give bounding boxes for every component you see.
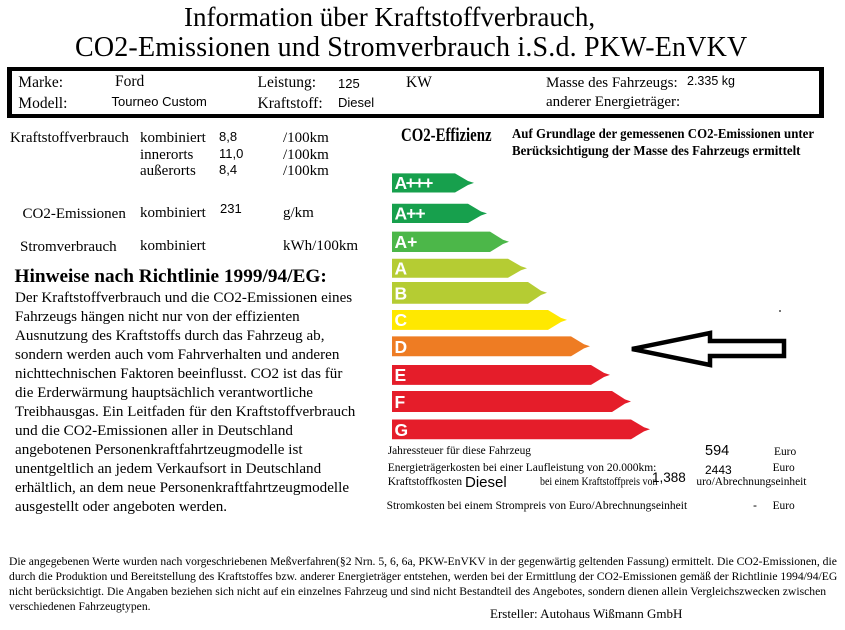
svg-text:A+++: A+++ bbox=[395, 173, 434, 193]
svg-text:G: G bbox=[395, 420, 409, 440]
svg-text:D: D bbox=[395, 337, 408, 357]
svg-text:F: F bbox=[395, 392, 406, 412]
svg-text:A: A bbox=[395, 259, 408, 279]
svg-text:A++: A++ bbox=[395, 204, 426, 224]
svg-text:E: E bbox=[395, 365, 407, 385]
svg-text:A+: A+ bbox=[395, 232, 418, 252]
svg-text:B: B bbox=[395, 284, 408, 304]
svg-text:C: C bbox=[395, 310, 408, 330]
